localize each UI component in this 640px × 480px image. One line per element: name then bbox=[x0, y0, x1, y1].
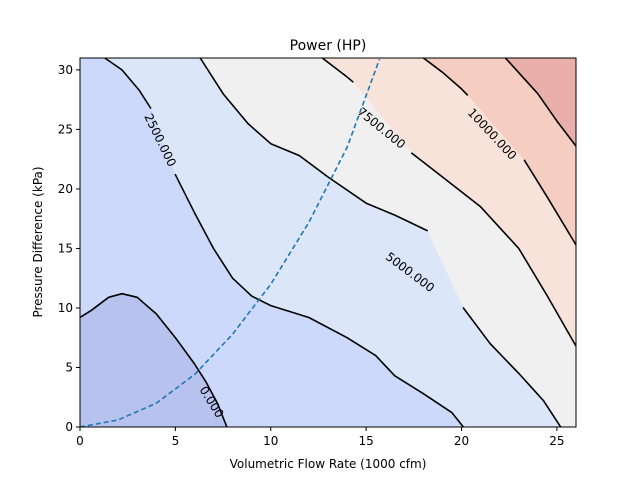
y-tick-label: 5 bbox=[65, 360, 73, 374]
y-axis-label: Pressure Difference (kPa) bbox=[31, 166, 45, 317]
x-axis-label: Volumetric Flow Rate (1000 cfm) bbox=[230, 457, 427, 471]
y-tick-label: 20 bbox=[58, 182, 73, 196]
system-curve bbox=[80, 58, 381, 427]
fill-region-5 bbox=[423, 58, 576, 245]
dashed-curve bbox=[80, 58, 381, 427]
x-tick-label: 10 bbox=[263, 434, 278, 448]
y-tick-label: 0 bbox=[65, 420, 73, 434]
contour-line-6 bbox=[411, 152, 576, 347]
x-tick-label: 25 bbox=[549, 434, 564, 448]
plot-frame bbox=[79, 57, 577, 428]
x-axis-ticks: 0 5 10 15 20 25 bbox=[76, 427, 565, 448]
contour-line-2 bbox=[174, 173, 465, 427]
contour-line-4 bbox=[462, 307, 562, 427]
y-tick-label: 25 bbox=[58, 122, 73, 136]
contour-line-5 bbox=[321, 58, 354, 83]
x-tick-label: 20 bbox=[454, 434, 469, 448]
contour-line-3 bbox=[199, 58, 429, 232]
x-tick-label: 5 bbox=[172, 434, 180, 448]
fill-region-6 bbox=[505, 58, 576, 147]
contour-line-8 bbox=[523, 159, 576, 246]
contour-fill-regions bbox=[80, 58, 576, 427]
contour-line-0 bbox=[80, 292, 228, 427]
contour-line-9 bbox=[504, 58, 576, 147]
y-tick-label: 15 bbox=[58, 241, 73, 255]
contour-line-7 bbox=[422, 58, 469, 96]
chart-title: Power (HP) bbox=[290, 38, 367, 54]
fill-region-1 bbox=[80, 293, 227, 427]
y-axis-ticks: 0 5 10 15 20 25 30 bbox=[58, 63, 80, 434]
x-tick-label: 0 bbox=[76, 434, 84, 448]
contour-lines bbox=[80, 58, 576, 427]
x-tick-label: 15 bbox=[359, 434, 374, 448]
contour-line-1 bbox=[104, 58, 152, 109]
y-tick-label: 10 bbox=[58, 301, 73, 315]
y-tick-label: 30 bbox=[58, 63, 73, 77]
